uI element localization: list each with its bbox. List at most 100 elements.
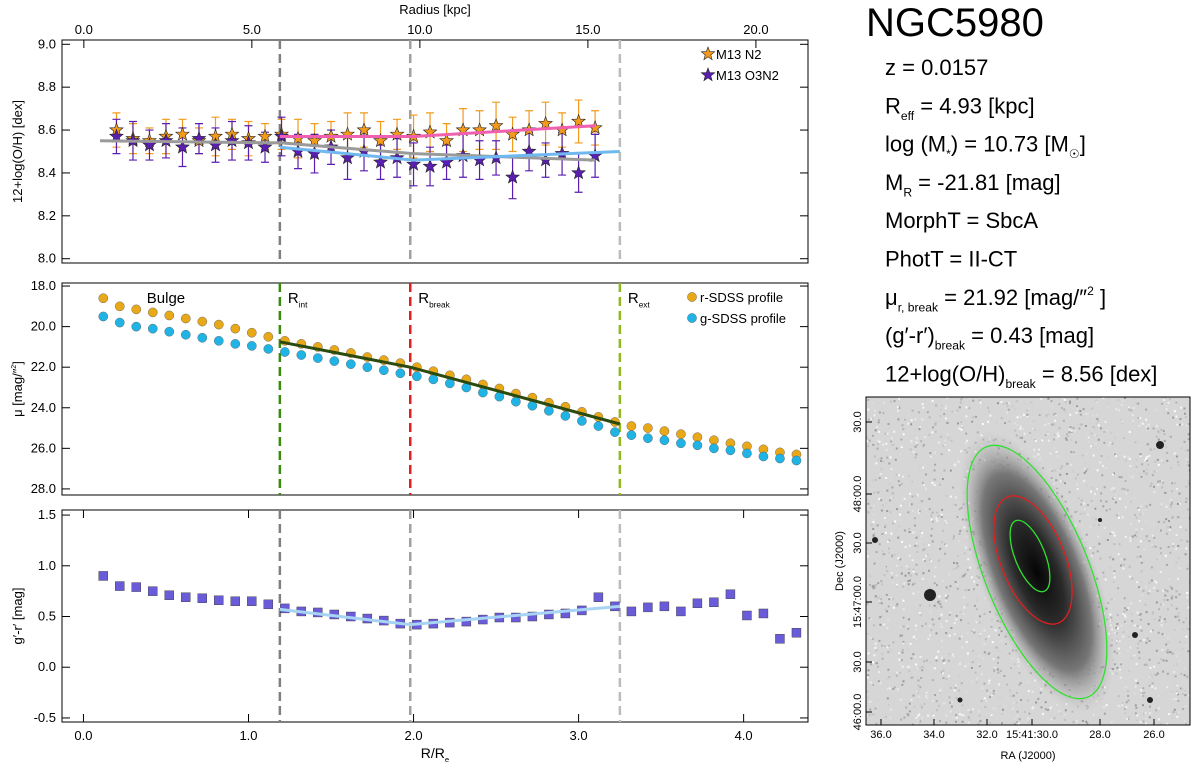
noise <box>893 430 896 433</box>
label: z = 0.0157 <box>885 55 988 80</box>
label: MR = -21.81 [mag] <box>885 170 1061 200</box>
noise <box>955 684 957 687</box>
noise <box>1097 424 1100 427</box>
noise <box>1095 517 1097 520</box>
noise <box>924 436 927 439</box>
noise <box>919 655 922 658</box>
noise <box>1117 627 1119 630</box>
noise <box>1086 504 1089 507</box>
noise <box>977 663 980 666</box>
noise <box>1178 619 1181 622</box>
noise <box>935 517 938 520</box>
noise <box>878 639 881 642</box>
noise <box>933 604 936 607</box>
noise <box>1174 547 1177 549</box>
noise <box>887 423 890 425</box>
noise <box>1106 421 1109 424</box>
noise <box>954 686 957 689</box>
noise <box>1129 522 1132 525</box>
noise <box>1102 571 1105 574</box>
noise <box>955 567 958 570</box>
noise <box>930 527 933 530</box>
noise <box>942 436 945 439</box>
noise <box>1146 637 1149 640</box>
noise <box>898 513 901 516</box>
noise <box>1178 567 1181 569</box>
noise <box>890 468 893 470</box>
noise <box>1153 699 1156 702</box>
noise <box>906 625 909 628</box>
circle-marker <box>659 435 670 446</box>
noise <box>1163 618 1166 621</box>
noise <box>1151 534 1154 537</box>
noise <box>1019 436 1022 439</box>
x-tick-label: 1.0 <box>239 728 257 743</box>
noise <box>888 462 891 465</box>
noise <box>1176 423 1179 426</box>
noise <box>878 497 881 500</box>
noise <box>959 420 962 423</box>
square-marker <box>214 595 224 605</box>
noise <box>876 524 879 527</box>
noise <box>1153 618 1156 621</box>
noise <box>1052 413 1055 416</box>
noise <box>929 634 931 637</box>
noise <box>876 609 879 612</box>
noise <box>944 407 947 410</box>
noise <box>930 560 933 563</box>
noise <box>952 653 954 656</box>
text-segment: = -21.81 [mag] <box>912 170 1061 195</box>
noise <box>1127 635 1130 638</box>
noise <box>921 531 924 534</box>
noise <box>934 423 937 426</box>
noise <box>907 627 910 630</box>
noise <box>1018 718 1021 721</box>
label: 12+log(O/H)break = 8.56 [dex] <box>885 361 1157 391</box>
noise <box>1118 497 1121 500</box>
noise <box>1149 630 1152 633</box>
noise <box>1095 399 1098 402</box>
noise <box>1145 418 1148 421</box>
noise <box>1087 415 1089 418</box>
noise <box>1172 545 1175 548</box>
noise <box>973 631 976 634</box>
noise <box>867 502 870 505</box>
noise <box>931 520 934 523</box>
noise <box>1079 410 1082 412</box>
noise <box>913 582 916 585</box>
noise <box>919 604 922 607</box>
noise <box>1012 707 1014 710</box>
noise <box>1124 459 1127 462</box>
noise <box>1155 649 1158 652</box>
noise <box>1122 612 1125 615</box>
noise <box>1040 398 1043 400</box>
noise <box>867 408 870 411</box>
noise <box>1145 706 1148 709</box>
noise <box>1155 601 1158 604</box>
noise <box>1167 641 1170 644</box>
noise <box>1136 581 1139 584</box>
noise <box>979 720 982 723</box>
noise <box>1165 532 1168 535</box>
star-marker <box>422 158 438 173</box>
noise <box>1061 480 1064 483</box>
noise <box>1113 570 1116 573</box>
circle-marker <box>577 416 587 426</box>
fit-line <box>279 340 621 426</box>
noise <box>1172 416 1175 419</box>
noise <box>887 688 890 691</box>
noise <box>1097 535 1100 538</box>
noise <box>1116 666 1119 669</box>
noise <box>915 563 918 566</box>
noise <box>1138 651 1141 654</box>
noise <box>940 639 943 642</box>
square-marker <box>742 610 752 621</box>
noise <box>887 704 890 707</box>
noise <box>1153 580 1156 582</box>
noise <box>1164 403 1167 406</box>
noise <box>872 587 875 590</box>
noise <box>1160 529 1162 532</box>
noise <box>977 722 980 725</box>
square-marker <box>676 606 686 617</box>
noise <box>1166 722 1169 725</box>
